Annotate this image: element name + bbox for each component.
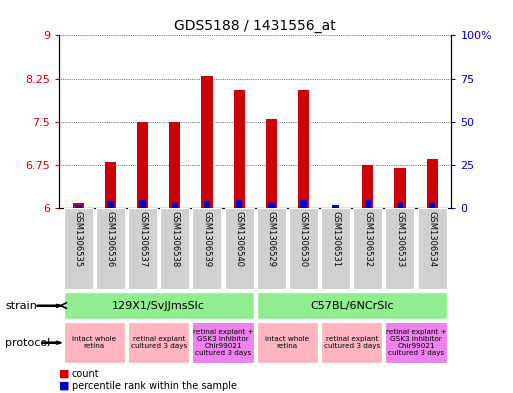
Bar [225, 208, 253, 289]
Text: retinal explant
cultured 3 days: retinal explant cultured 3 days [324, 336, 380, 349]
Text: protocol: protocol [5, 338, 50, 348]
Text: GSM1306538: GSM1306538 [170, 211, 180, 267]
Bar [289, 208, 318, 289]
Text: GSM1306533: GSM1306533 [396, 211, 404, 267]
Bar [385, 208, 415, 289]
Text: 129X1/SvJJmsSlc: 129X1/SvJJmsSlc [112, 301, 205, 310]
Bar [300, 200, 307, 208]
Bar [353, 208, 382, 289]
Bar [321, 208, 350, 289]
Bar [233, 90, 245, 208]
Text: GSM1306530: GSM1306530 [299, 211, 308, 267]
Bar [268, 203, 274, 208]
Bar [429, 203, 436, 208]
Bar [171, 203, 178, 208]
Bar [257, 322, 318, 363]
Text: retinal explant
cultured 3 days: retinal explant cultured 3 days [131, 336, 187, 349]
Bar [266, 119, 277, 208]
Text: count: count [72, 369, 100, 379]
Bar [64, 292, 253, 319]
Bar [385, 322, 447, 363]
Text: intact whole
retina: intact whole retina [265, 336, 309, 349]
Bar [204, 201, 210, 208]
Bar [192, 322, 253, 363]
Bar [332, 205, 339, 208]
Bar [107, 201, 114, 208]
Text: ■: ■ [59, 381, 69, 391]
Bar [105, 162, 116, 208]
Bar [75, 205, 82, 208]
Bar [161, 208, 189, 289]
Text: GSM1306535: GSM1306535 [74, 211, 83, 267]
Bar [418, 208, 447, 289]
Bar [257, 208, 286, 289]
Text: intact whole
retina: intact whole retina [72, 336, 116, 349]
Bar [394, 168, 406, 208]
Bar [236, 200, 242, 208]
Bar [201, 76, 212, 208]
Bar [257, 292, 447, 319]
Text: GSM1306534: GSM1306534 [428, 211, 437, 267]
Bar [128, 322, 189, 363]
Bar [365, 200, 371, 208]
Text: GSM1306532: GSM1306532 [363, 211, 372, 267]
Bar [426, 159, 438, 208]
Text: GSM1306539: GSM1306539 [203, 211, 211, 267]
Text: strain: strain [5, 301, 37, 311]
Bar [73, 202, 84, 208]
Bar [362, 165, 373, 208]
Bar [298, 90, 309, 208]
Bar [137, 122, 148, 208]
Text: percentile rank within the sample: percentile rank within the sample [72, 381, 237, 391]
Text: GSM1306531: GSM1306531 [331, 211, 340, 267]
Bar [64, 322, 125, 363]
Text: GSM1306536: GSM1306536 [106, 211, 115, 267]
Text: retinal explant +
GSK3 inhibitor
Chir99021
cultured 3 days: retinal explant + GSK3 inhibitor Chir990… [386, 329, 446, 356]
Title: GDS5188 / 1431556_at: GDS5188 / 1431556_at [174, 19, 336, 33]
Bar [128, 208, 157, 289]
Bar [140, 200, 146, 208]
Text: GSM1306529: GSM1306529 [267, 211, 276, 267]
Bar [96, 208, 125, 289]
Bar [64, 208, 93, 289]
Bar [192, 208, 222, 289]
Text: C57BL/6NCrSlc: C57BL/6NCrSlc [310, 301, 393, 310]
Bar [169, 122, 181, 208]
Text: ■: ■ [59, 369, 69, 379]
Bar [321, 322, 382, 363]
Text: GSM1306540: GSM1306540 [234, 211, 244, 267]
Text: GSM1306537: GSM1306537 [138, 211, 147, 267]
Text: retinal explant +
GSK3 inhibitor
Chir99021
cultured 3 days: retinal explant + GSK3 inhibitor Chir990… [193, 329, 253, 356]
Bar [397, 203, 403, 208]
